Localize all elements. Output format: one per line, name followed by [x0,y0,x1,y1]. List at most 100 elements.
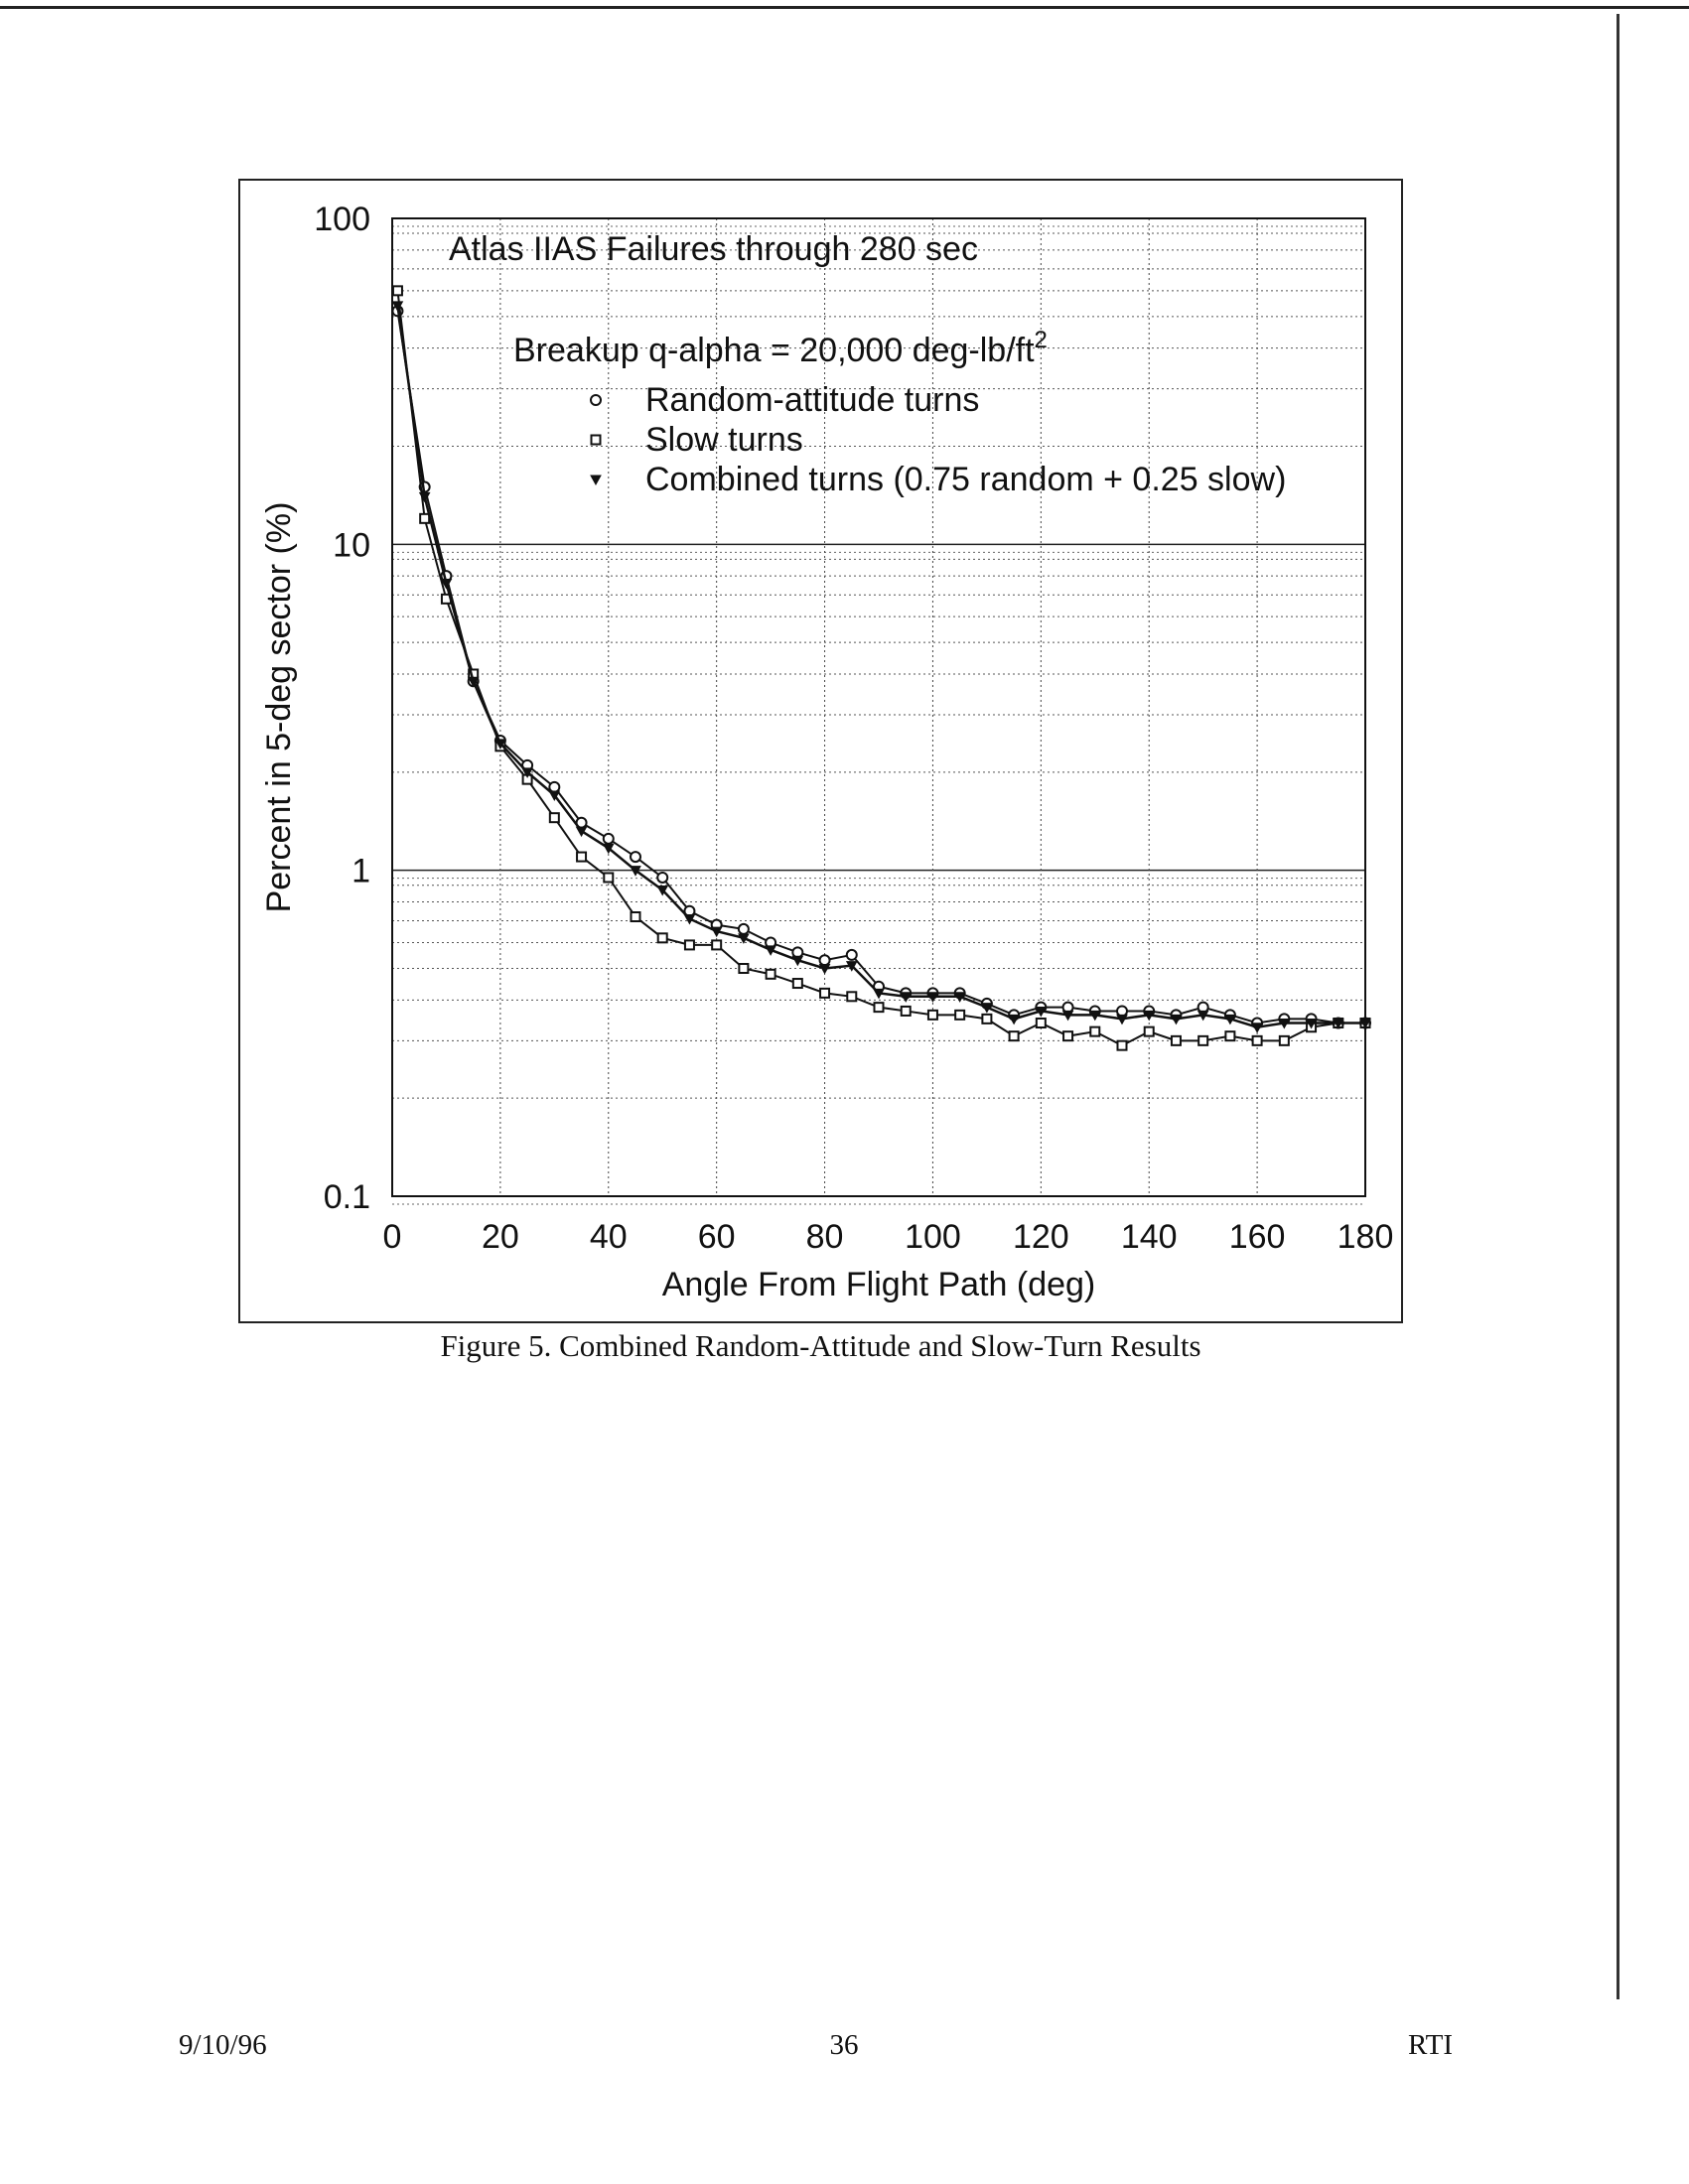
data-point [1224,1014,1236,1025]
legend-item: Combined turns (0.75 random + 0.25 slow) [590,461,1286,498]
legend-marker-triangle [590,475,602,486]
data-point [1305,1018,1318,1029]
data-point [926,992,939,1003]
data-point [873,1002,885,1014]
legend-item: Random-attitude turns [590,381,979,419]
x-tick-label: 140 [1121,1218,1178,1256]
data-point [548,812,560,824]
figure-frame: 0 20 40 60 80 100 120 140 160 180 0.1 1 10 100 Atlas … [238,179,1403,1323]
data-point [1359,1018,1371,1029]
y-tick-label: 100 [314,201,370,238]
data-point [1278,1034,1290,1046]
data-point [1008,1014,1020,1025]
legend-label: Combined turns (0.75 random + 0.25 slow) [645,461,1286,498]
footer-page-number: 36 [829,2029,859,2061]
data-point [926,1009,938,1021]
data-point [954,1009,966,1021]
chart-subtitle-superscript: 2 [1035,327,1048,353]
legend-label: Slow turns [645,421,803,459]
data-point [873,988,885,1000]
y-tick-label: 1 [352,853,370,890]
data-point [1035,1017,1047,1028]
data-point [548,790,561,802]
data-point [818,964,831,975]
data-point [419,512,431,524]
data-point [521,767,533,778]
data-point [845,961,858,972]
legend-marker-circle [590,394,602,406]
data-point [711,939,723,951]
tick-labels: 0 20 40 60 80 100 120 140 160 180 0.1 1 10 100 [314,201,1393,1256]
x-tick-label: 160 [1229,1218,1286,1256]
data-point [953,992,966,1003]
data-point [494,739,506,750]
data-point [738,963,750,975]
x-tick-label: 80 [806,1218,844,1256]
data-point [1008,1030,1020,1042]
data-point [846,991,858,1003]
data-point [791,978,803,990]
x-axis-label: Angle From Flight Path (deg) [662,1266,1096,1303]
data-point [737,922,750,935]
data-point [1251,1023,1263,1033]
data-point [900,1005,912,1017]
data-point [765,945,776,956]
y-tick-label: 10 [333,526,370,564]
data-point [391,285,403,297]
data-point [630,866,641,877]
data-point [1116,1039,1128,1051]
data-point [791,955,804,967]
data-point [981,1013,993,1024]
legend-marker-square [590,434,602,446]
data-point [548,780,561,793]
x-tick-label: 180 [1337,1218,1394,1256]
data-point [1143,1025,1155,1037]
data-point [440,578,453,590]
data-point [1332,1018,1344,1029]
y-tick-label: 0.1 [324,1178,370,1216]
data-point [1170,1014,1183,1025]
plot-border [391,217,1366,1197]
top-rule [0,6,1689,9]
chart: 0 20 40 60 80 100 120 140 160 180 0.1 1 10 100 Atlas … [260,201,1393,1303]
data-point [710,926,723,938]
data-point [1170,1034,1182,1046]
data-point [576,851,588,863]
data-point [1224,1030,1236,1042]
y-axis-label: Percent in 5-deg sector (%) [260,502,298,913]
data-point [1062,1030,1074,1042]
data-point [819,987,831,999]
x-tick-label: 60 [698,1218,736,1256]
data-point [418,491,431,503]
footer-organization: RTI [1408,2029,1453,2061]
data-point [1197,1034,1209,1046]
data-point [738,933,750,944]
data-point [981,1003,993,1014]
data-point [1089,1025,1101,1037]
data-point [602,843,615,855]
data-point [467,676,480,688]
data-point [656,886,669,896]
x-tick-label: 40 [590,1218,628,1256]
data-point [391,301,404,312]
x-tick-label: 120 [1013,1218,1069,1256]
series-triangle [391,301,1371,1033]
data-point [1143,1010,1156,1022]
data-point [1035,1006,1048,1018]
series-layer [391,285,1371,1051]
data-point [1061,1010,1074,1022]
chart-title: Atlas IIAS Failures through 280 sec [449,230,978,268]
data-point [818,954,831,967]
legend-item: Slow turns [590,421,803,459]
data-point [1251,1034,1263,1046]
legend-label: Random-attitude turns [645,381,979,419]
data-point [683,914,696,925]
data-point [603,872,615,884]
x-tick-label: 20 [482,1218,519,1256]
data-point [630,851,641,864]
data-point [630,911,641,923]
data-point [1278,1018,1291,1029]
data-point [845,948,858,961]
footer-date: 9/10/96 [179,2029,267,2061]
